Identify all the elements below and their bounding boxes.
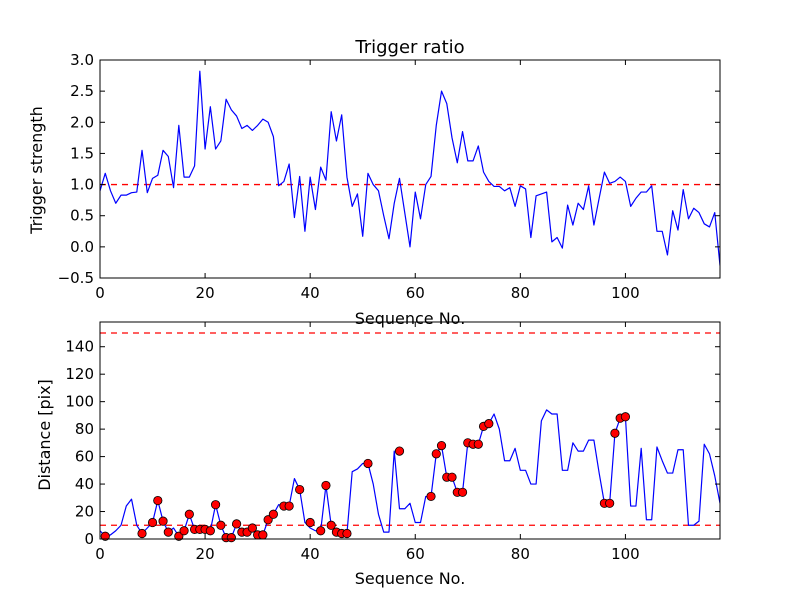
data-point-marker [153, 495, 163, 506]
data-point-marker [179, 526, 189, 536]
data-point-marker [326, 520, 336, 530]
top-chart-panel: Trigger ratio 0 20 40 60 80 100 −0.5 0.0 0.5 1.0 1… [27, 37, 721, 328]
top-x-tick-label: 80 [511, 284, 530, 302]
bottom-y-tick-label: 40 [75, 475, 94, 493]
top-plot-area: 0 20 40 60 80 100 −0.5 0.0 0.5 1.0 1.5 2.0 2.5 3.0 [58, 51, 721, 302]
data-point-marker [268, 509, 278, 519]
data-point-marker [321, 480, 331, 491]
data-point-marker [316, 526, 326, 536]
top-y-tick-label: 0.5 [70, 207, 94, 225]
data-point-marker [174, 531, 184, 541]
data-point-marker [447, 472, 457, 482]
bottom-x-tick-label: 20 [196, 545, 215, 563]
data-point-marker [158, 516, 168, 526]
top-series-line [100, 70, 720, 266]
data-point-marker [226, 533, 236, 543]
bottom-x-tick-label: 60 [406, 545, 425, 563]
top-y-tick-label: 0.0 [70, 238, 94, 256]
top-y-tick-label: 3.0 [70, 51, 94, 69]
top-x-tick-label: 60 [406, 284, 425, 302]
data-point-marker [295, 484, 305, 495]
chart-title: Trigger ratio [354, 37, 464, 58]
data-point-marker [216, 520, 226, 530]
data-point-marker [473, 439, 483, 449]
top-x-axis-label: Sequence No. [355, 309, 466, 328]
data-point-marker [210, 500, 221, 510]
data-point-marker [620, 412, 631, 422]
data-point-marker [205, 526, 215, 536]
top-axes-frame [99, 59, 721, 279]
bottom-series-line [100, 409, 720, 539]
bottom-y-tick-label: 20 [75, 503, 94, 521]
data-point-marker [394, 446, 405, 456]
bottom-x-tick-label: 0 [95, 545, 105, 563]
data-point-marker [342, 528, 352, 539]
data-point-marker [100, 531, 110, 541]
top-y-tick-label: 2.0 [70, 113, 94, 131]
bottom-y-tick-label: 120 [65, 365, 94, 383]
data-point-marker [284, 501, 294, 511]
top-y-tick-label: 1.5 [70, 144, 94, 162]
top-y-tick-label: −0.5 [58, 269, 94, 287]
data-point-marker [610, 428, 620, 438]
bottom-y-tick-label: 80 [75, 420, 94, 438]
bottom-y-tick-label: 100 [65, 393, 94, 411]
data-point-marker [258, 530, 268, 540]
bottom-x-tick-label: 80 [511, 545, 530, 563]
data-point-marker [305, 517, 315, 528]
bottom-axes-frame [99, 321, 721, 540]
bottom-chart-panel: 0 20 40 60 80 100 0 20 40 60 80 100 120 140 Sequence … [35, 321, 721, 588]
data-point-marker [137, 528, 147, 539]
data-point-marker [436, 441, 447, 451]
bottom-plot-area: 0 20 40 60 80 100 0 20 40 60 80 100 120 140 [65, 321, 721, 563]
bottom-x-axis-label: Sequence No. [355, 569, 466, 588]
top-x-tick-label: 0 [95, 284, 105, 302]
top-x-tick-label: 20 [196, 284, 215, 302]
top-y-axis-label: Trigger strength [27, 106, 46, 235]
data-point-marker [605, 498, 615, 508]
top-y-tick-label: 1.0 [70, 176, 94, 194]
bottom-y-tick-label: 60 [75, 448, 94, 466]
data-point-marker [263, 515, 273, 525]
top-x-tick-label: 40 [301, 284, 320, 302]
data-point-marker [163, 527, 173, 537]
data-point-marker [147, 517, 158, 528]
bottom-y-axis-label: Distance [pix] [35, 379, 54, 491]
bottom-y-tick-label: 0 [84, 530, 94, 548]
data-point-marker [426, 491, 436, 502]
bottom-x-tick-label: 40 [301, 545, 320, 563]
top-y-tick-label: 2.5 [70, 82, 94, 100]
data-point-marker [457, 487, 468, 497]
data-point-marker [431, 449, 441, 459]
data-point-marker [484, 419, 494, 429]
data-point-marker [247, 523, 257, 533]
data-point-marker [184, 509, 194, 519]
data-point-marker [363, 458, 373, 469]
top-x-tick-label: 100 [611, 284, 640, 302]
data-point-marker [232, 519, 242, 529]
bottom-y-tick-label: 140 [65, 338, 94, 356]
bottom-x-tick-label: 100 [611, 545, 640, 563]
